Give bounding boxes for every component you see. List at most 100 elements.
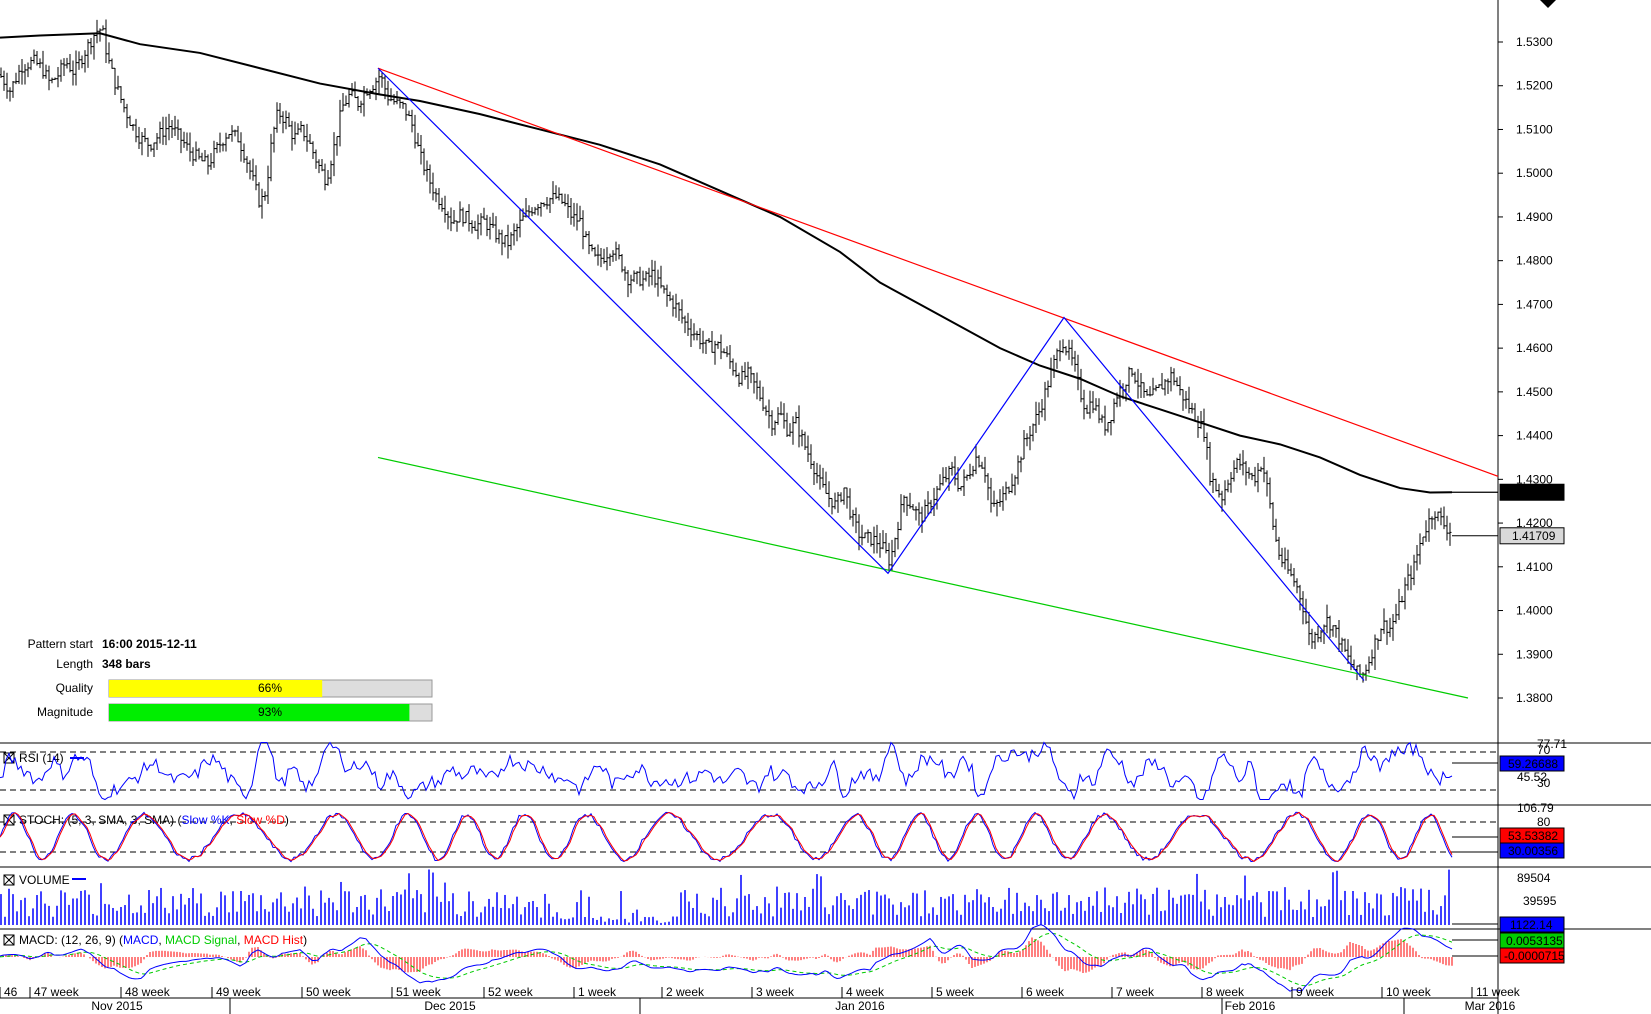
price-tick-label: 1.4800 [1516, 254, 1553, 268]
macd-title-part: MACD Signal [165, 933, 237, 947]
month-label: Mar 2016 [1465, 999, 1516, 1013]
rsi-axis-label: 45.52 [1517, 770, 1547, 784]
rsi-current-box [1499, 755, 1565, 772]
macd-title: MACD: (12, 26, 9) (MACD, MACD Signal, MA… [19, 933, 307, 947]
magnitude-bar-fill [109, 704, 410, 721]
current-price-labels: 1.42705 1.41709 [1452, 483, 1565, 545]
macd-title-part: ) [303, 933, 307, 947]
price-bars [0, 19, 1452, 683]
rsi-axis-label: 70 [1537, 743, 1551, 757]
macd-pane: MACD: (12, 26, 9) (MACD, MACD Signal, MA… [0, 924, 1565, 992]
price-tick-label: 1.4700 [1516, 297, 1553, 311]
volume-title: VOLUME [19, 873, 70, 887]
price-tick-label: 1.4200 [1516, 516, 1553, 530]
pattern-line-resistance [377, 67, 1499, 477]
week-label: 51 week [396, 985, 442, 999]
stoch-title-part: , [230, 813, 237, 827]
week-label: 48 week [125, 985, 171, 999]
pattern-info-panel: Pattern start 16:00 2015-12-11 Length 348 b… [28, 637, 433, 722]
rsi-axis-label: 77.71 [1537, 737, 1567, 751]
macd-current-label-hist: -0.0000715 [1504, 949, 1565, 963]
week-label: 5 week [936, 985, 975, 999]
macd-line [0, 924, 1453, 992]
stoch-pane: STOCH: (5, 3, SMA, 3, SMA) (Slow %K, Slo… [0, 801, 1565, 863]
price-tick-label: 1.5100 [1516, 122, 1553, 136]
week-label: 2 week [666, 985, 705, 999]
stoch-axis-label: 80 [1537, 815, 1551, 829]
price-tick-label: 1.3900 [1516, 647, 1553, 661]
month-label: Nov 2015 [91, 999, 143, 1013]
pattern-line-support [377, 456, 1469, 699]
week-label: 46 [4, 985, 18, 999]
volume-axis-label: 39595 [1523, 894, 1557, 908]
stoch-current-label-d: 53.53382 [1508, 829, 1558, 843]
price-tick-label: 1.5300 [1516, 35, 1553, 49]
rsi-current-label: 59.26688 [1508, 757, 1558, 771]
magnitude-bar-text: 93% [258, 705, 282, 719]
macd-title-part: , [237, 933, 244, 947]
week-label: 6 week [1026, 985, 1065, 999]
stoch-title-part: Slow %D [236, 813, 285, 827]
quality-bar-fill [109, 680, 323, 697]
current-price-label: 1.42705 [1512, 485, 1556, 499]
macd-signal-line [0, 932, 1453, 987]
current-price-box [1499, 527, 1565, 545]
pane-close-icon-x [3, 874, 15, 886]
pattern-info-label: Length [56, 657, 93, 671]
stoch-title-part: Slow %K [181, 813, 229, 827]
stoch-axis-label: 106.79 [1517, 801, 1554, 815]
price-tick-label: 1.4300 [1516, 472, 1553, 486]
week-label: 49 week [216, 985, 262, 999]
volume-title-part: VOLUME [19, 873, 70, 887]
week-label: 3 week [756, 985, 795, 999]
volume-current-box [1499, 916, 1565, 933]
month-label: Dec 2015 [424, 999, 476, 1013]
macd-title-part: MACD: (12, 26, 9) ( [19, 933, 123, 947]
macd-title-part: , [158, 933, 165, 947]
stoch-title-part: ) [285, 813, 289, 827]
week-label: 52 week [488, 985, 534, 999]
price-tick-label: 1.5000 [1516, 166, 1553, 180]
macd-title-part: MACD [123, 933, 159, 947]
macd-current-box-hist [1499, 947, 1565, 964]
stoch-current-label-k: 30.00356 [1508, 844, 1558, 858]
price-axis-ticks: 1.5300 1.5200 1.5100 1.5000 1.4900 1.4800 1.47… [1498, 35, 1553, 705]
price-tick-label: 1.4900 [1516, 210, 1553, 224]
volume-axis-label: 89504 [1517, 871, 1551, 885]
week-label: 47 week [34, 985, 80, 999]
week-label: 7 week [1116, 985, 1155, 999]
price-tick-label: 1.3800 [1516, 691, 1553, 705]
week-label: 1 week [578, 985, 617, 999]
chevron-down-icon[interactable] [1540, 0, 1556, 8]
current-price-label: 1.41709 [1512, 529, 1556, 543]
pane-close-icon-x [3, 934, 15, 946]
price-tick-label: 1.4100 [1516, 560, 1553, 574]
price-tick-label: 1.4400 [1516, 429, 1553, 443]
week-label: 8 week [1206, 985, 1245, 999]
week-label: 9 week [1296, 985, 1335, 999]
quality-bar-text: 66% [258, 681, 282, 695]
pattern-info-value: 16:00 2015-12-11 [102, 637, 197, 651]
price-tick-label: 1.4500 [1516, 385, 1553, 399]
current-price-box [1499, 483, 1565, 501]
time-axis: 46 47 week 48 week 49 week 50 week 51 week 52 … [0, 985, 1521, 1014]
pattern-info-value: 348 bars [102, 657, 151, 671]
moving-average-path [0, 32, 1453, 494]
macd-current-label-signal: 0.0053135 [1506, 934, 1563, 948]
rsi-axis-label: 30 [1537, 776, 1551, 790]
pattern-info-label: Magnitude [37, 705, 93, 719]
pattern-lines [377, 67, 1499, 699]
week-label: 50 week [306, 985, 352, 999]
week-label: 4 week [846, 985, 885, 999]
pattern-line-zigzag [377, 67, 1365, 681]
month-label: Jan 2016 [835, 999, 885, 1013]
rsi-line [0, 741, 1453, 801]
month-label: Feb 2016 [1225, 999, 1276, 1013]
price-tick-label: 1.4600 [1516, 341, 1553, 355]
stoch-current-box-k [1499, 842, 1565, 859]
pattern-info-label: Pattern start [28, 637, 94, 651]
pattern-info-label: Quality [56, 681, 93, 695]
volume-current-label: 1122.14 [1510, 918, 1553, 932]
macd-title-part: MACD Hist [244, 933, 304, 947]
